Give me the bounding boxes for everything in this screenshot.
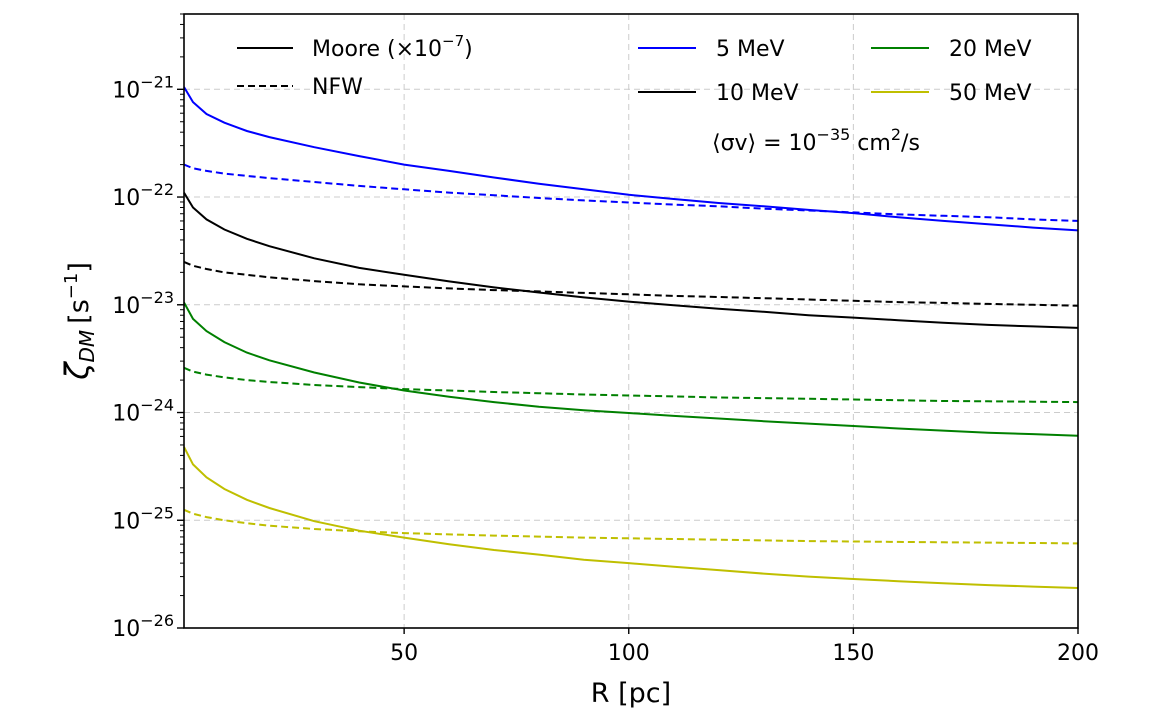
cross-section-annotation: ⟨σv⟩ = 10−35 cm2/s xyxy=(712,125,920,156)
y-tick-base: 10 xyxy=(112,294,140,319)
y-axis-label-symbol: ζ xyxy=(58,361,96,381)
legend-profile-label: NFW xyxy=(312,75,363,100)
x-axis-ticks: 50 100 150 200 xyxy=(390,628,1099,666)
series-line-20-mev-nfw xyxy=(183,366,1079,404)
annotation-exponent: −35 xyxy=(817,125,851,144)
y-tick-exponent: −23 xyxy=(140,288,174,307)
annotation-prefix: ⟨σv⟩ = 10 xyxy=(712,131,817,156)
y-tick-label: 10−21 xyxy=(112,72,174,103)
legend-profile-text: NFW xyxy=(312,75,363,100)
y-axis-label-unit: [s xyxy=(64,299,95,324)
legend-profile-close: ) xyxy=(464,37,473,62)
legend: Moore (×10−7) NFW 5 MeV 10 MeV 20 MeV 50 MeV xyxy=(237,32,1032,106)
y-tick-base: 10 xyxy=(112,186,140,211)
series-group xyxy=(183,86,1079,589)
annotation-unit-tail: /s xyxy=(901,131,920,156)
y-tick-exponent: −25 xyxy=(140,503,174,522)
series-line-5-mev-nfw xyxy=(183,163,1079,222)
y-tick-exponent: −24 xyxy=(140,396,174,415)
y-tick-exponent: −22 xyxy=(140,180,174,199)
y-minor-ticks xyxy=(180,13,184,597)
annotation-unit-exponent: 2 xyxy=(891,125,901,144)
series-line-20-mev-moore xyxy=(183,302,1079,437)
annotation-unit: cm xyxy=(850,131,891,156)
y-tick-exponent: −26 xyxy=(140,611,174,630)
grid-lines xyxy=(184,14,1079,629)
x-tick-label: 100 xyxy=(608,641,650,666)
legend-profile-exponent: −7 xyxy=(442,32,464,50)
y-tick-base: 10 xyxy=(112,617,140,642)
series-line-10-mev-moore xyxy=(183,192,1079,329)
x-tick-label: 150 xyxy=(832,641,874,666)
legend-profile-text: Moore (×10 xyxy=(312,37,442,62)
y-tick-label: 10−24 xyxy=(112,396,174,427)
legend-mass-label: 5 MeV xyxy=(716,37,785,62)
legend-mass-label: 20 MeV xyxy=(949,37,1032,62)
y-tick-base: 10 xyxy=(112,78,140,103)
y-tick-label: 10−25 xyxy=(112,503,174,534)
y-axis-label-close: ] xyxy=(64,262,95,273)
y-tick-base: 10 xyxy=(112,509,140,534)
x-tick-label: 200 xyxy=(1057,641,1099,666)
y-axis-label-exponent: −1 xyxy=(61,273,82,300)
series-line-5-mev-moore xyxy=(183,86,1079,232)
x-axis-label: R [pc] xyxy=(591,678,671,709)
y-axis-label: ζDM [s−1] xyxy=(58,262,99,381)
plot-frame xyxy=(183,13,1079,629)
series-line-10-mev-nfw xyxy=(183,260,1079,307)
y-tick-label: 10−22 xyxy=(112,180,174,211)
y-tick-exponent: −21 xyxy=(140,72,174,91)
x-tick-label: 50 xyxy=(390,641,418,666)
legend-profile-label: Moore (×10−7) xyxy=(312,32,473,62)
y-tick-label: 10−23 xyxy=(112,288,174,319)
legend-mass-label: 10 MeV xyxy=(716,81,799,106)
series-line-50-mev-moore xyxy=(183,446,1079,589)
y-tick-base: 10 xyxy=(112,402,140,427)
legend-mass-label: 50 MeV xyxy=(949,81,1032,106)
series-line-50-mev-nfw xyxy=(183,508,1079,545)
y-tick-label: 10−26 xyxy=(112,611,174,642)
y-axis-label-subscript: DM xyxy=(75,330,99,363)
